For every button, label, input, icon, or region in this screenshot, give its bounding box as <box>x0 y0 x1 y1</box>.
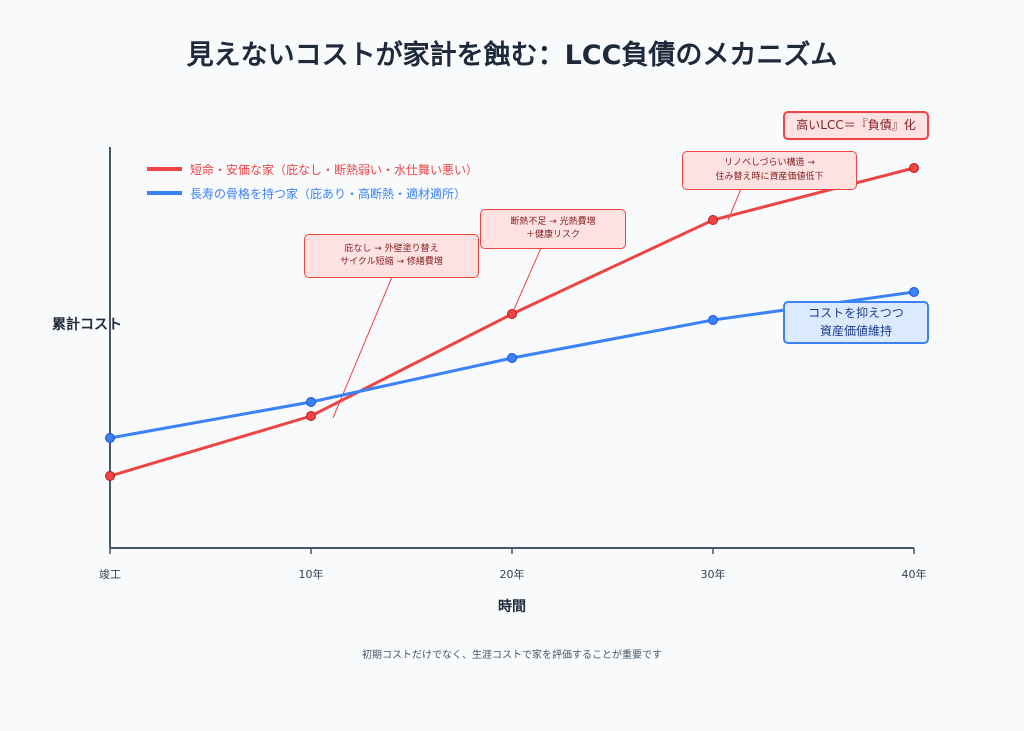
x-tick-label: 30年 <box>700 568 726 581</box>
legend-label-blue: 長寿の骨格を持つ家（庇あり・高断熱・適材適所） <box>190 187 467 201</box>
annotation-line: コストを抑えつつ <box>808 306 904 321</box>
x-tick-label: 20年 <box>499 568 525 581</box>
data-point <box>507 353 517 363</box>
annotation-line: サイクル短縮 → 修繕費増 <box>340 257 443 267</box>
chart-title: 見えないコストが家計を蝕む：LCC負債のメカニズム <box>186 40 838 71</box>
annotation-insulation: 断熱不足 → 光熱費増 ＋健康リスク <box>480 209 626 249</box>
y-axis-label: 累計コスト <box>52 317 122 333</box>
annotation-leader-line <box>332 276 393 419</box>
annotation-leader-line <box>511 247 542 315</box>
annotation-line: リノベしづらい構造 → <box>724 158 815 169</box>
data-point <box>708 315 718 325</box>
data-point <box>909 163 919 173</box>
annotation-line: 庇なし → 外壁塗り替え <box>344 243 439 254</box>
legend-label-red: 短命・安価な家（庇なし・断熱弱い・水仕舞い悪い） <box>190 163 479 177</box>
data-point <box>909 287 919 297</box>
data-point <box>105 433 115 443</box>
annotation-line: 資産価値維持 <box>819 323 892 338</box>
x-tick-label: 40年 <box>901 568 927 581</box>
annotation-line: ＋健康リスク <box>525 230 580 240</box>
data-point <box>105 471 115 481</box>
annotation-renovation: リノベしづらい構造 → 住み替え時に資産価値低下 <box>682 151 857 190</box>
annotation-high-lcc: 高いLCC＝『負債』化 <box>783 111 929 140</box>
data-point <box>507 309 517 319</box>
x-tick-label: 竣工 <box>99 568 121 581</box>
footnote: 初期コストだけでなく、生涯コストで家を評価することが重要です <box>362 650 662 661</box>
annotation-value-kept: コストを抑えつつ 資産価値維持 <box>783 301 929 344</box>
annotation-line: 断熱不足 → 光熱費増 <box>510 216 596 227</box>
annotation-line: 住み替え時に資産価値低下 <box>715 171 824 182</box>
data-point <box>306 411 316 421</box>
annotation-eaves: 庇なし → 外壁塗り替え サイクル短縮 → 修繕費増 <box>304 234 479 278</box>
x-tick-label: 10年 <box>298 568 324 581</box>
data-point <box>306 397 316 407</box>
annotation-line: 高いLCC＝『負債』化 <box>796 117 916 132</box>
x-axis-label: 時間 <box>498 599 526 615</box>
data-point <box>708 215 718 225</box>
